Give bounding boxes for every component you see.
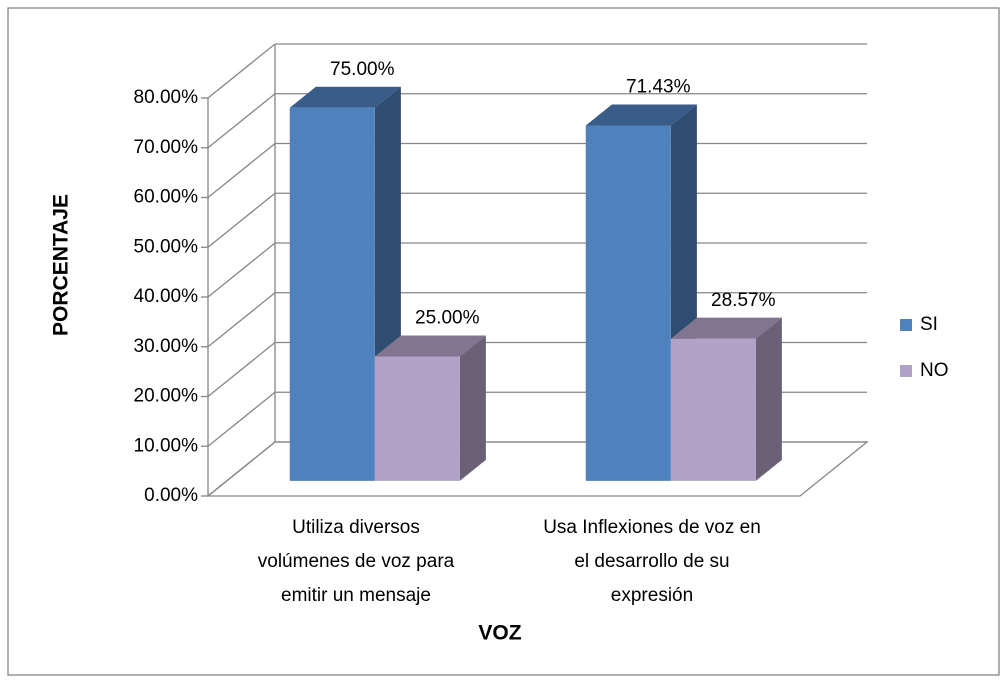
x-tick-label: emitir un mensaje <box>281 585 431 606</box>
y-tick-label: 0.00% <box>144 485 198 506</box>
data-label: 75.00% <box>330 59 395 80</box>
bar-side <box>459 335 486 481</box>
y-tick-label: 10.00% <box>134 435 199 456</box>
legend-label: SI <box>920 314 938 335</box>
y-tick-label: 70.00% <box>134 137 199 158</box>
x-tick-label: el desarrollo de su <box>574 551 729 572</box>
grid-line <box>207 242 276 298</box>
bar <box>585 125 671 481</box>
legend-swatch <box>900 365 912 377</box>
data-label: 28.57% <box>711 290 776 311</box>
y-tick-label: 50.00% <box>134 236 199 257</box>
bar <box>374 356 460 481</box>
bar <box>670 338 756 481</box>
grid-line <box>207 43 276 99</box>
grid-line <box>207 142 276 199</box>
legend-swatch <box>900 319 912 331</box>
y-tick-label: 20.00% <box>134 386 199 407</box>
bar-top <box>289 86 401 108</box>
chart-border <box>7 7 1000 676</box>
y-tick-label: 30.00% <box>134 336 199 357</box>
x-axis-title: VOZ <box>478 622 521 645</box>
y-tick-label: 40.00% <box>134 286 199 307</box>
x-tick-label: Utiliza diversos <box>292 517 420 538</box>
x-tick-label: Usa Inflexiones de voz en <box>543 517 761 538</box>
bar-top <box>374 335 486 357</box>
data-label: 71.43% <box>626 77 691 98</box>
bar-side <box>755 317 782 481</box>
y-axis-title: PORCENTAJE <box>50 194 73 336</box>
x-tick-label: expresión <box>611 585 693 606</box>
grid-line <box>207 93 276 149</box>
grid-line <box>207 192 276 248</box>
legend-label: NO <box>920 360 949 381</box>
x-tick-label: volúmenes de voz para <box>258 551 455 572</box>
grid-line <box>207 292 276 348</box>
data-label: 25.00% <box>415 308 480 329</box>
bar-top <box>585 104 697 126</box>
y-tick-label: 80.00% <box>134 87 199 108</box>
y-tick-label: 60.00% <box>134 187 199 208</box>
bar-top <box>670 317 782 339</box>
grid-line <box>207 391 276 447</box>
grid-line <box>207 341 276 398</box>
grid-line <box>207 441 276 497</box>
bar <box>289 107 375 481</box>
